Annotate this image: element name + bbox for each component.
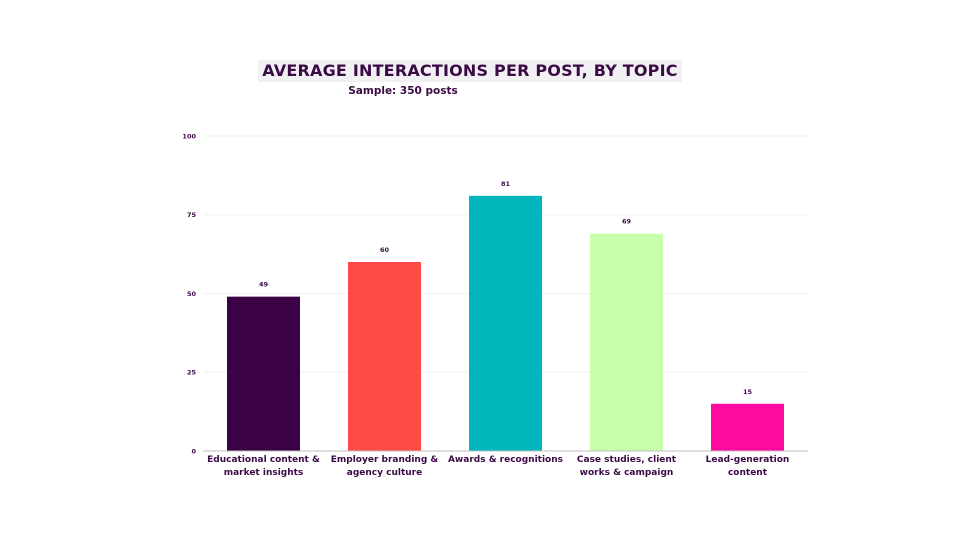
data-label: 81 [501, 180, 511, 188]
chart-title-wrap: AVERAGE INTERACTIONS PER POST, BY TOPIC [0, 60, 940, 82]
x-tick-label: content [728, 468, 768, 478]
y-tick-label: 50 [187, 290, 197, 298]
x-tick-label: Employer branding & [331, 455, 439, 465]
data-label: 69 [622, 218, 632, 226]
y-tick-label: 25 [187, 369, 197, 377]
x-tick-label: Case studies, client [577, 455, 677, 465]
y-tick-label: 0 [191, 447, 196, 455]
x-tick-label: works & campaign [580, 468, 674, 478]
data-label: 49 [259, 281, 269, 289]
data-label: 15 [743, 388, 753, 396]
x-tick-label: Educational content & [207, 455, 320, 465]
x-tick-label: agency culture [347, 468, 422, 478]
y-axis-ticks: 0 25 50 75 100 [182, 132, 196, 455]
x-tick-label: Awards & recognitions [448, 455, 563, 465]
y-tick-label: 75 [187, 211, 197, 219]
data-labels: 49 60 81 69 15 [259, 180, 753, 396]
bar [348, 262, 421, 451]
bar [590, 233, 663, 451]
data-label: 60 [380, 246, 390, 254]
chart-title: AVERAGE INTERACTIONS PER POST, BY TOPIC [258, 60, 682, 82]
bar [227, 296, 300, 451]
x-axis-labels: Educational content & market insights Empl… [207, 455, 789, 478]
x-tick-label: Lead-generation [706, 455, 790, 465]
bar [711, 403, 784, 451]
chart-subtitle: Sample: 350 posts [348, 85, 458, 97]
bars [227, 195, 784, 451]
x-tick-label: market insights [224, 468, 304, 478]
bar [469, 195, 542, 451]
y-tick-label: 100 [182, 132, 196, 140]
